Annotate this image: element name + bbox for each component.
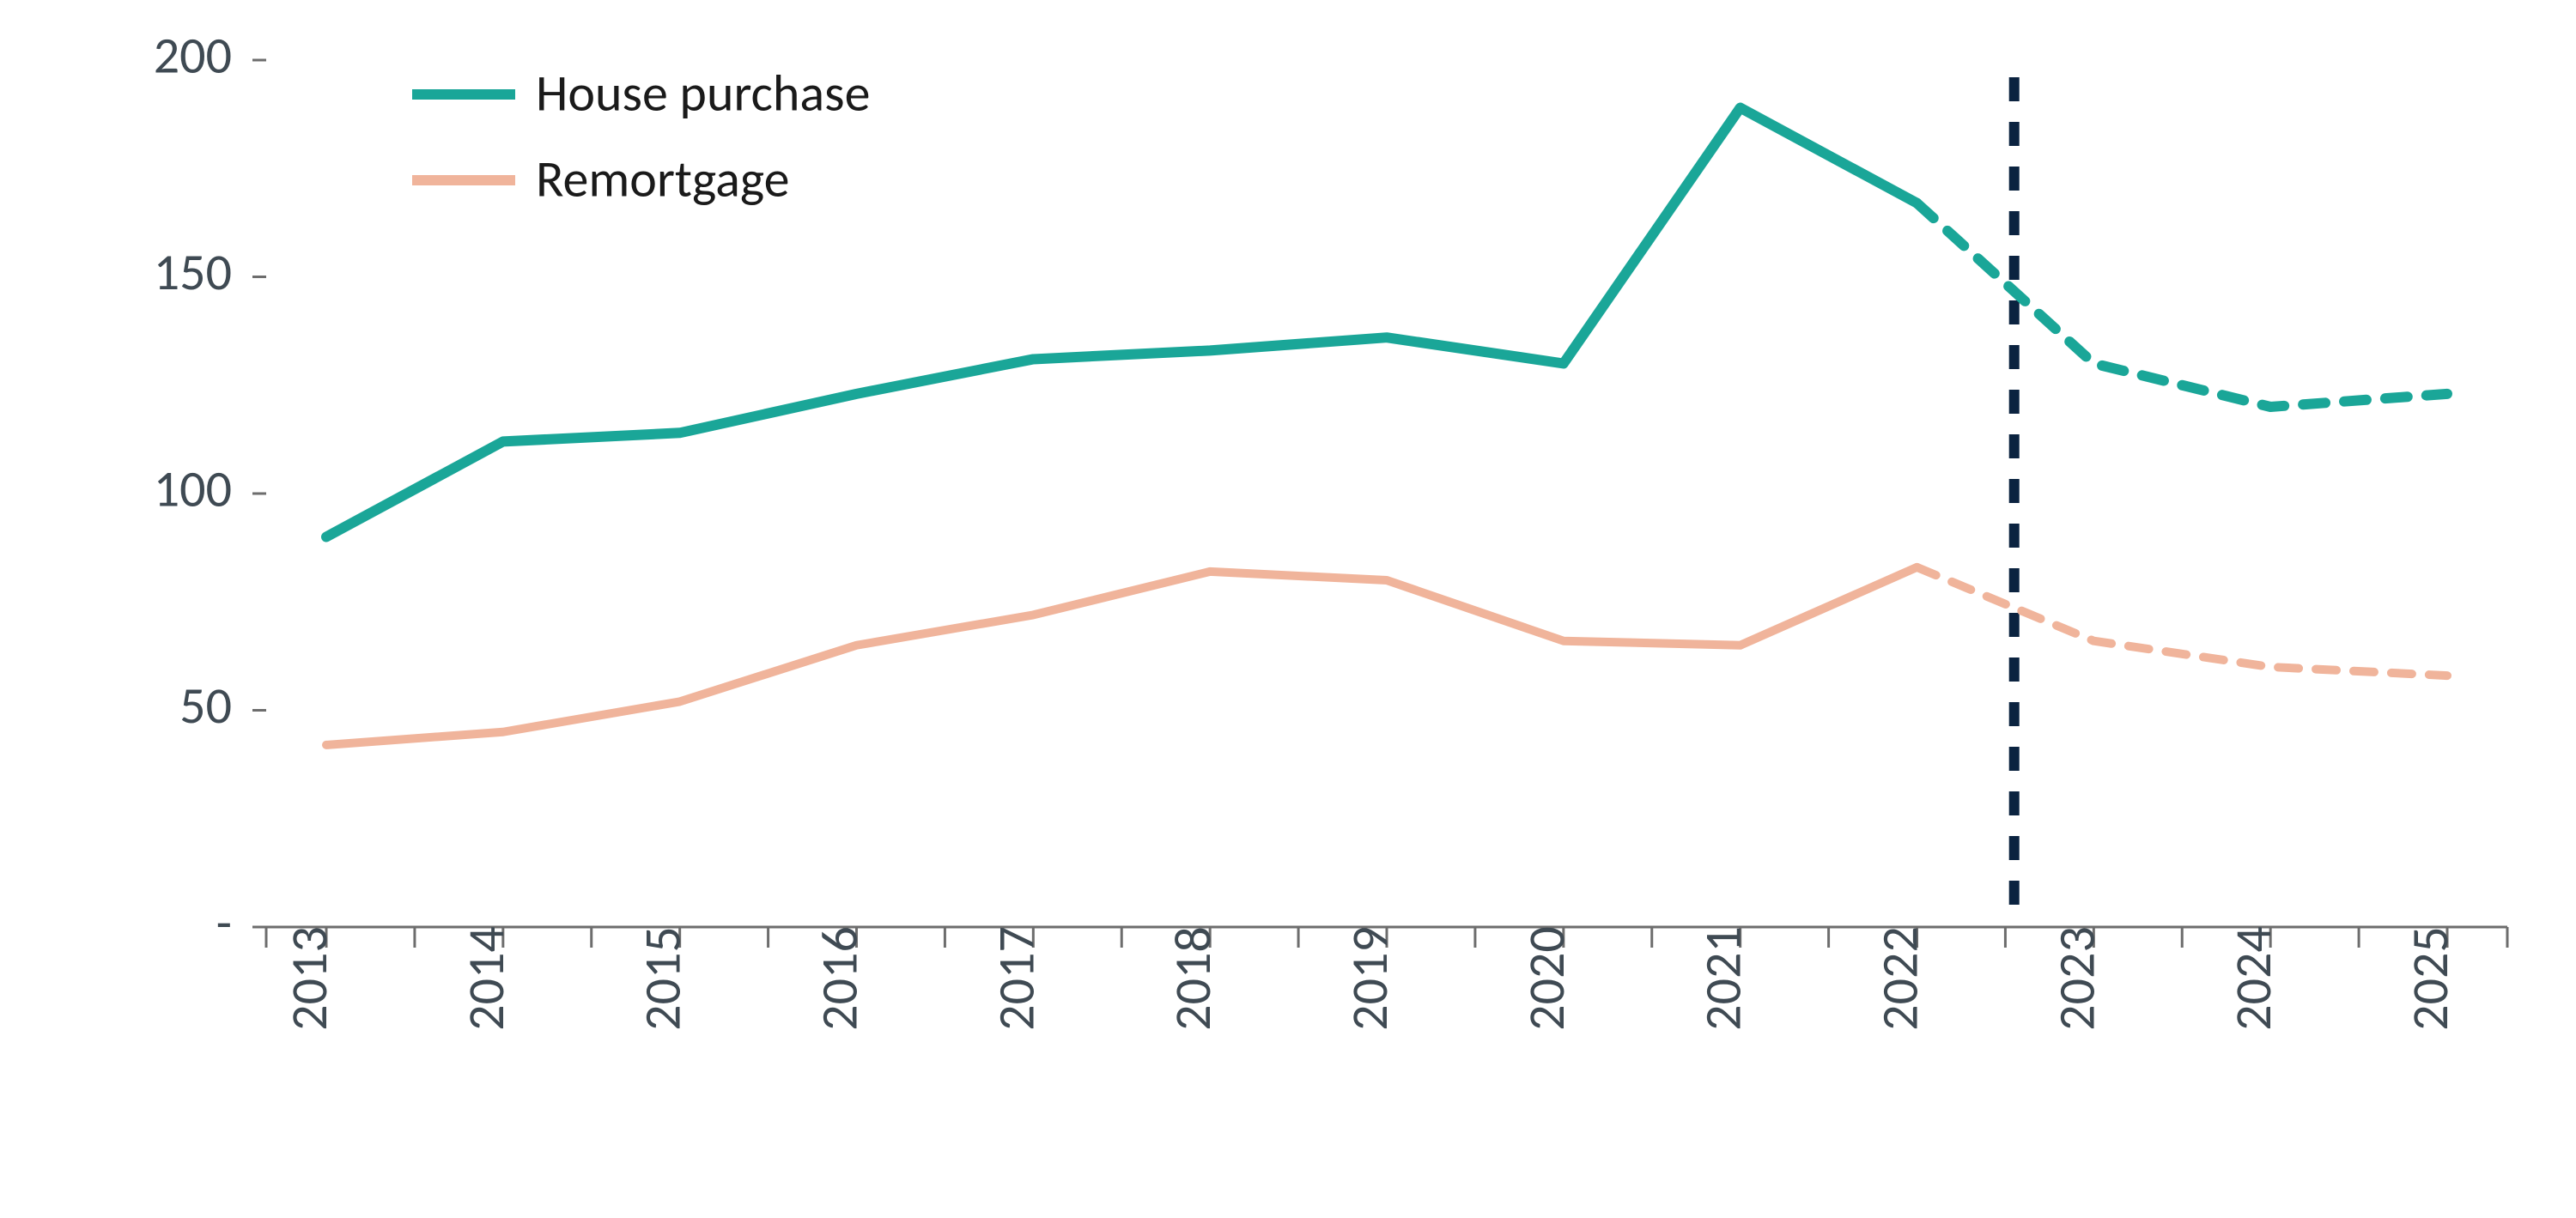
series-remortgage-solid (326, 567, 1917, 745)
line-chart: - 50 100 150 200 2013 2014 2015 2016 2017 2018 2019… (0, 0, 2576, 1218)
x-tick-label: 2024 (2222, 926, 2285, 1031)
series-house-purchase-forecast (1917, 203, 2448, 407)
x-tick-label: 2025 (2399, 926, 2462, 1031)
legend-label: House purchase (536, 62, 870, 124)
y-tick-label: 50 (179, 675, 232, 737)
legend-label: Remortgage (536, 148, 789, 210)
x-tick-label: 2015 (632, 926, 695, 1031)
y-tick-label: 200 (154, 24, 232, 87)
chart-svg: - 50 100 150 200 2013 2014 2015 2016 2017 2018 2019… (0, 0, 2576, 1218)
x-tick-label: 2021 (1692, 926, 1755, 1031)
x-tick-label: 2014 (455, 926, 518, 1031)
x-tick-label: 2017 (985, 926, 1048, 1031)
x-tick-label: 2022 (1869, 926, 1932, 1031)
x-tick-label: 2016 (809, 926, 872, 1031)
y-tick-label: - (216, 891, 232, 954)
y-tick-label: 100 (154, 458, 232, 520)
x-tick-label: 2018 (1162, 926, 1224, 1031)
y-tick-label: 150 (154, 241, 232, 304)
x-tick-label: 2013 (278, 926, 341, 1031)
x-tick-label: 2019 (1339, 926, 1401, 1031)
x-tick-label: 2023 (2045, 926, 2108, 1031)
x-tick-label: 2020 (1516, 926, 1578, 1031)
series-remortgage-forecast (1917, 567, 2448, 676)
